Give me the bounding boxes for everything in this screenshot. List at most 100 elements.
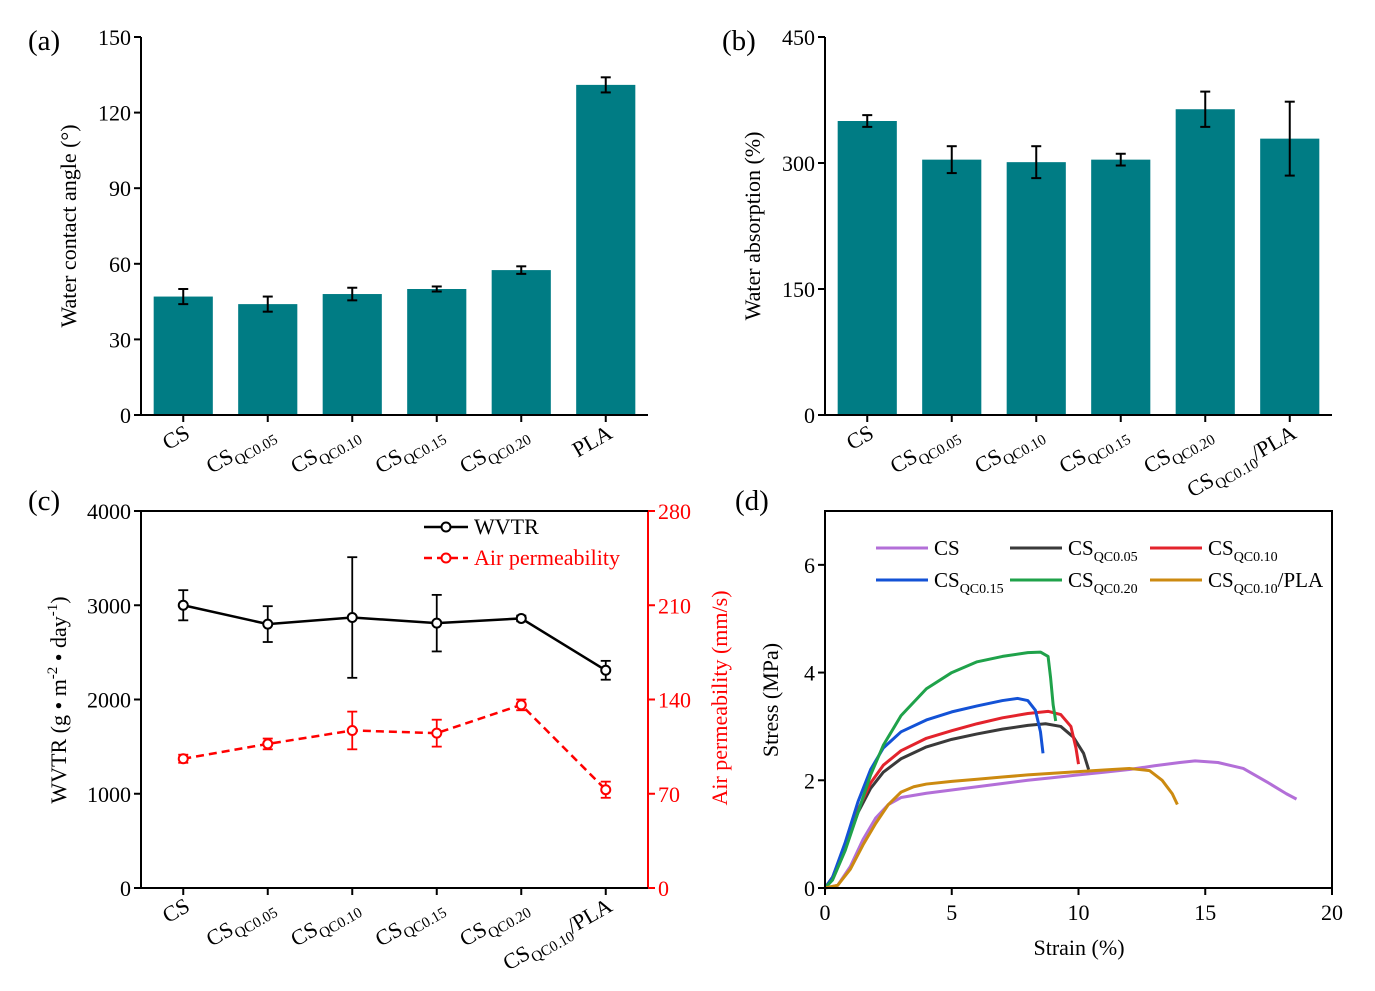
d-x-tick-label: 0 bbox=[820, 900, 831, 925]
label-base: CS bbox=[202, 916, 238, 951]
a-bar bbox=[238, 304, 298, 415]
c-y-tick-label-left: 4000 bbox=[87, 499, 131, 524]
panel-d: (d) 0 5 10 15 20 0 2 4 6 Strain (%) Stress (MPa)… bbox=[735, 485, 1343, 960]
a-y-tick-label: 0 bbox=[120, 403, 131, 428]
panel-c-y-label-right: Air permeability (mm/s) bbox=[707, 590, 732, 805]
c-data-point bbox=[177, 599, 189, 611]
c-y-tick-label-right: 70 bbox=[658, 782, 680, 807]
c-y-tick-label-left: 2000 bbox=[87, 688, 131, 713]
label-subscript: QC0.15 bbox=[1085, 432, 1134, 469]
panel-c-y-label-left: WVTR (g • m-2 • day-1) bbox=[45, 596, 71, 803]
c-x-tick-label: CS bbox=[158, 893, 194, 928]
panel-d-x-label: Strain (%) bbox=[1033, 935, 1124, 960]
c-y-tick-label-right: 0 bbox=[658, 876, 669, 901]
d-x-tick-label: 5 bbox=[946, 900, 957, 925]
c-data-point bbox=[262, 618, 274, 630]
c-y-tick-label-left: 3000 bbox=[87, 593, 131, 618]
b-y-tick-label: 300 bbox=[782, 151, 815, 176]
d-legend-label: CSQC0.15 bbox=[934, 568, 1004, 597]
d-y-tick-label: 4 bbox=[804, 661, 815, 686]
c-data-point bbox=[346, 612, 358, 624]
b-bar bbox=[1175, 109, 1235, 416]
d-y-tick-label: 2 bbox=[804, 768, 815, 793]
label-base: PLA bbox=[568, 420, 617, 462]
a-bar bbox=[576, 84, 636, 415]
d-x-tick-label: 20 bbox=[1321, 900, 1343, 925]
label-base: CS bbox=[455, 443, 491, 478]
label-tail: /PLA bbox=[562, 893, 616, 939]
c-legend-label: WVTR bbox=[474, 514, 539, 539]
a-x-tick-label: CSQC0.10 bbox=[286, 420, 365, 483]
label-subscript: QC0.20 bbox=[1094, 582, 1138, 597]
b-x-tick-label: CSQC0.05 bbox=[886, 420, 965, 483]
panel-c-plot bbox=[177, 556, 612, 799]
label-base: CS bbox=[371, 916, 407, 951]
c-x-tick-label: CSQC0.15 bbox=[371, 893, 450, 956]
label-subscript: QC0.10 bbox=[1234, 550, 1278, 565]
b-y-tick-label: 150 bbox=[782, 277, 815, 302]
label-base: CS bbox=[1182, 467, 1218, 502]
a-y-tick-label: 30 bbox=[109, 327, 131, 352]
b-bar bbox=[922, 159, 982, 415]
label-base: • day bbox=[46, 616, 71, 666]
label-base: CS bbox=[498, 940, 534, 975]
c-legend-marker bbox=[440, 521, 452, 533]
c-x-tick-label: CSQC0.05 bbox=[202, 893, 281, 956]
label-subscript: QC0.10 bbox=[1213, 456, 1262, 493]
c-y-tick-label-right: 140 bbox=[658, 688, 691, 713]
label-base: CS bbox=[934, 568, 960, 592]
label-subscript: QC0.05 bbox=[1094, 550, 1138, 565]
a-bar bbox=[153, 296, 213, 415]
d-legend-label: CSQC0.10/PLA bbox=[1208, 568, 1324, 597]
a-x-tick-label: PLA bbox=[568, 420, 617, 462]
label-subscript: QC0.10 bbox=[1000, 432, 1049, 469]
d-y-tick-label: 6 bbox=[804, 553, 815, 578]
c-data-point bbox=[431, 617, 443, 629]
d-x-tick-label: 15 bbox=[1194, 900, 1216, 925]
c-data-point bbox=[515, 699, 527, 711]
label-base: CS bbox=[1068, 536, 1094, 560]
label-base: CS bbox=[158, 420, 194, 455]
b-x-tick-label: CS bbox=[842, 420, 878, 455]
b-bar bbox=[1006, 162, 1066, 415]
label-base: CS bbox=[1208, 568, 1234, 592]
label-base: CS bbox=[1068, 568, 1094, 592]
label-tail: /PLA bbox=[1278, 568, 1324, 592]
a-x-tick-label: CSQC0.05 bbox=[202, 420, 281, 483]
d-curve bbox=[823, 650, 1058, 890]
c-legend-label: Air permeability bbox=[474, 545, 620, 570]
d-curve bbox=[823, 696, 1045, 889]
panel-b-bars bbox=[837, 90, 1320, 416]
a-y-tick-label: 150 bbox=[98, 25, 131, 50]
c-x-tick-label: CSQC0.10 bbox=[286, 893, 365, 956]
label-base: CS bbox=[455, 916, 491, 951]
label-base: CS bbox=[158, 893, 194, 928]
c-x-tick-label: CSQC0.10/PLA bbox=[498, 893, 618, 980]
c-series-line bbox=[183, 703, 607, 791]
d-curve bbox=[824, 759, 1298, 890]
panel-a-label: (a) bbox=[28, 25, 60, 57]
panel-b-y-label: Water absorption (%) bbox=[740, 132, 765, 321]
b-x-tick-label: CSQC0.10/PLA bbox=[1182, 420, 1302, 507]
label-base: CS bbox=[286, 916, 322, 951]
label-subscript: QC0.05 bbox=[232, 905, 281, 942]
d-curve bbox=[824, 766, 1179, 890]
label-subscript: QC0.15 bbox=[401, 432, 450, 469]
label-subscript: QC0.10 bbox=[1234, 582, 1278, 597]
d-legend-label: CSQC0.10 bbox=[1208, 536, 1278, 565]
label-base: CS bbox=[202, 443, 238, 478]
label-superscript: -1 bbox=[45, 604, 61, 617]
label-subscript: QC0.10 bbox=[316, 905, 365, 942]
label-base: CS bbox=[970, 443, 1006, 478]
label-superscript: -2 bbox=[45, 667, 61, 680]
d-legend-label: CSQC0.20 bbox=[1068, 568, 1138, 597]
label-base: CS bbox=[842, 420, 878, 455]
label-subscript: QC0.20 bbox=[485, 905, 534, 942]
label-subscript: QC0.05 bbox=[232, 432, 281, 469]
